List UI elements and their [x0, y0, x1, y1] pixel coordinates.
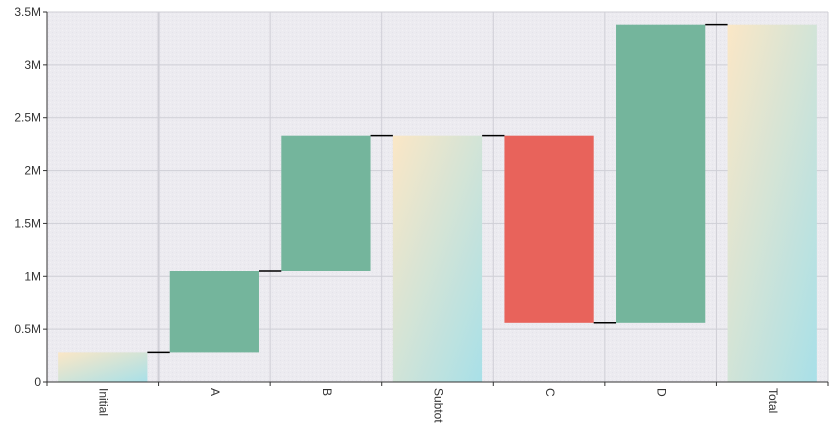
connectors [147, 23, 728, 354]
x-tick-label: B [320, 388, 334, 396]
y-tick-label: 0 [34, 375, 41, 389]
bar-subtot [392, 135, 483, 382]
y-tick-label: 2.5M [14, 111, 41, 125]
y-tick-label: 3.5M [14, 5, 41, 19]
tick-labels: 0 0.5M 1M 1.5M 2M 2.5M 3M 3.5M Initial A B Subtot C D… [14, 5, 780, 423]
y-tick-label: 1M [24, 269, 41, 283]
y-tick-label: 1.5M [14, 216, 41, 230]
bar-a [169, 271, 259, 353]
y-tick-label: 0.5M [14, 322, 41, 336]
axes [43, 11, 829, 386]
y-tick-label: 2M [24, 164, 41, 178]
x-tick-label: Subtot [431, 388, 445, 423]
x-tick-label: Initial [97, 388, 111, 416]
x-tick-label: Total [766, 388, 780, 413]
x-tick-label: C [543, 388, 557, 397]
bar-c [504, 135, 594, 323]
bar-b [281, 135, 371, 271]
x-tick-label: A [208, 388, 222, 396]
x-tick-label: D [654, 388, 668, 397]
bar-total [727, 24, 817, 382]
bar-initial [58, 352, 148, 382]
y-tick-label: 3M [24, 58, 41, 72]
bars [58, 24, 817, 382]
bar-d [616, 24, 706, 323]
